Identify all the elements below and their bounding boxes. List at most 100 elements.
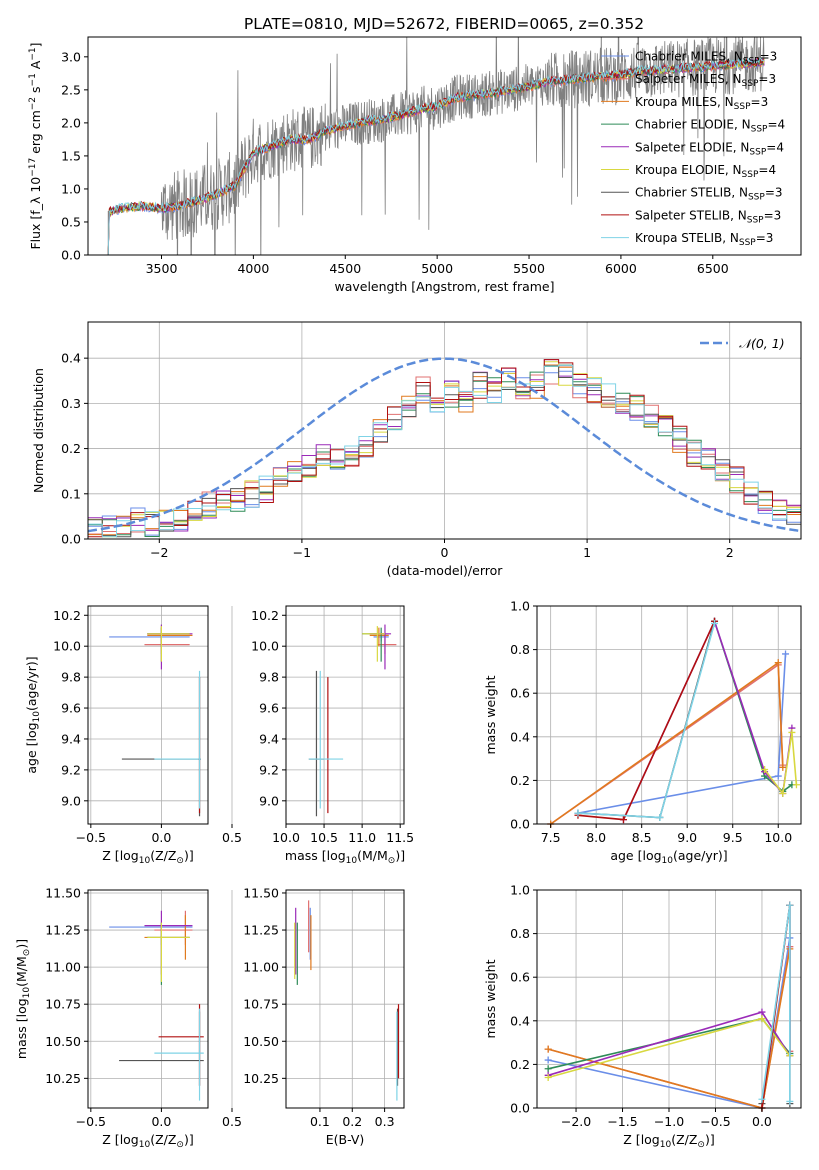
weight-vs-age-xtick-label: 8.5: [632, 830, 652, 845]
spectrum-legend-text-part: =3: [756, 231, 774, 245]
mass-vs-EBV-ytick-label: 10.25: [243, 1071, 279, 1086]
mass-vs-Z-ylabel: mass [log10(M/M⊙)]: [14, 939, 32, 1059]
mass-vs-Z-ytick-label: 10.25: [45, 1071, 81, 1086]
spectrum-ytick-label: 3.0: [61, 49, 81, 64]
weight-vs-age-xtick-label: 10.0: [764, 830, 792, 845]
mass-vs-Z-xlabel-part: 10: [139, 1140, 151, 1150]
residuals-legend: 𝒩(0, 1): [700, 336, 785, 351]
weight-vs-Z-labels: Z [log10(Z/Z⊙)] mass weight: [483, 959, 715, 1150]
weight-vs-age-ytick-label: 0.8: [510, 642, 530, 657]
age-vs-Z-ytick-label: 9.6: [61, 701, 81, 716]
weight-vs-Z-xlabel-part: ⊙: [697, 1140, 705, 1150]
spectrum-frame: 3500 4000 4500 5000 5500 6000 6500 0.0 0.5 1.0 1.5…: [61, 36, 802, 276]
weight-vs-age-plot: [547, 617, 800, 828]
weight-vs-age-series-line: [763, 732, 798, 796]
weight-vs-age-point-marker: [711, 619, 719, 627]
weight-vs-age-xlabel-part: 10: [662, 856, 674, 866]
age-vs-mass-xlabel: mass [log10(M/M⊙)]: [285, 848, 405, 866]
weight-vs-Z-xlabel-part: log: [641, 1132, 660, 1147]
weight-vs-age-ytick-label: 1.0: [510, 599, 530, 614]
mass-vs-EBV-plot: [294, 900, 400, 1101]
mass-vs-Z-plot: [109, 910, 204, 1101]
age-vs-Z-ytick-label: 9.8: [61, 670, 81, 685]
mass-vs-EBV-axes: [286, 890, 404, 1108]
weight-vs-Z-ytick-label: 1.0: [510, 883, 530, 898]
weight-vs-Z-xlabel-part: (Z/Z: [671, 1132, 697, 1147]
spectrum-ytick-label: 1.5: [61, 148, 81, 163]
spectrum-ylabel-part: ]: [28, 42, 43, 47]
age-vs-Z-xlabel: Z [log10(Z/Z⊙)]: [102, 848, 193, 866]
mass-vs-Z-xlabel-part: (Z/Z: [150, 1132, 176, 1147]
residuals-ytick-label: 0.3: [61, 396, 81, 411]
weight-vs-age-point-marker: [619, 816, 627, 824]
spectrum-legend-text-part: SSP: [747, 215, 764, 225]
mass-vs-Z-xlabel: Z [log10(Z/Z⊙)]: [102, 1132, 193, 1150]
spectrum-xtick-label: 6000: [605, 261, 637, 276]
spectrum-legend-text-part: =4: [758, 163, 776, 177]
weight-vs-age-xtick-label: 9.5: [723, 830, 743, 845]
spectrum-legend-text-part: SSP: [734, 102, 751, 112]
mass-vs-Z-labels: Z [log10(Z/Z⊙)] mass [log10(M/M⊙)]: [14, 939, 194, 1150]
mass-vs-EBV-ytick-label: 10.50: [243, 1034, 279, 1049]
spectrum-ylabel-part: A: [28, 60, 43, 73]
mass-vs-Z-xlabel-part: ⊙: [176, 1140, 184, 1150]
weight-vs-Z-point-marker: [786, 901, 794, 909]
spectrum-plot: [107, 37, 765, 255]
mass-vs-Z-ylabel-part: mass [: [14, 1017, 29, 1059]
mass-vs-EBV-xlabel-part: E(B-V): [326, 1132, 365, 1147]
age-vs-mass-labels: mass [log10(M/M⊙)]: [285, 848, 405, 866]
spectrum-legend-text: Chabrier ELODIE, NSSP=4: [635, 118, 785, 135]
spectrum-ylabel-part: erg cm: [28, 110, 43, 158]
residuals-xtick-label: 0: [441, 545, 449, 560]
weight-vs-Z-ytick-label: 0.2: [510, 1057, 530, 1072]
spectrum-xtick-label: 4000: [237, 261, 269, 276]
mass-vs-Z-xtick-label: 0.0: [151, 1114, 171, 1129]
weight-vs-age-xlabel: age [log10(age/yr)]: [610, 848, 727, 866]
weight-vs-Z-point-marker: [758, 1095, 766, 1103]
mass-vs-Z-xtick-label: 0.5: [222, 1114, 242, 1129]
weight-vs-age-point-marker: [761, 766, 769, 773]
spectrum-legend-text-part: SSP: [739, 238, 756, 248]
weight-vs-age-ytick-label: 0.6: [510, 686, 530, 701]
age-vs-Z-xlabel-part: ⊙: [176, 856, 184, 866]
residuals-xtick-label: −1: [293, 545, 311, 560]
weight-vs-Z-xtick-label: −1.0: [654, 1114, 684, 1129]
figure-title: PLATE=0810, MJD=52672, FIBERID=0065, z=0…: [244, 15, 644, 33]
mass-vs-Z-xlabel-part: )]: [184, 1132, 194, 1147]
spectrum-legend-text-part: =3: [751, 95, 769, 109]
age-vs-mass-xlabel-part: mass [: [285, 848, 327, 863]
spectrum-ytick-label: 1.0: [61, 181, 81, 196]
spectrum-xtick-label: 5500: [513, 261, 545, 276]
spectrum-legend-text-part: SSP: [742, 79, 759, 89]
age-vs-mass-xlabel-part: (M/M: [357, 848, 388, 863]
mass-vs-EBV-xlabel: E(B-V): [326, 1132, 365, 1147]
age-vs-mass-ytick-label: 9.8: [259, 670, 279, 685]
spectrum-legend-text-part: Kroupa ELODIE, N: [635, 163, 742, 177]
age-vs-mass-xtick-label: 11.0: [348, 830, 376, 845]
mass-vs-Z-ytick-label: 10.75: [45, 997, 81, 1012]
weight-vs-age-point-marker: [779, 763, 787, 771]
residuals-histogram: [88, 364, 801, 539]
weight-vs-age-point-marker: [574, 809, 582, 817]
spectrum-ylabel: Flux [f_λ 10−17 erg cm−2 s−1 A−1]: [28, 42, 43, 249]
spectrum-legend-text: Kroupa STELIB, NSSP=3: [635, 231, 773, 248]
spectrum-legend-text-part: =4: [767, 118, 785, 132]
spectrum-legend-text-part: Salpeter STELIB, N: [635, 208, 747, 222]
spectrum-legend-text: Salpeter STELIB, NSSP=3: [635, 208, 781, 225]
age-vs-Z-ytick-label: 9.0: [61, 793, 81, 808]
spectrum-legend-text: Salpeter ELODIE, NSSP=4: [635, 140, 784, 157]
mass-vs-Z-ytick-label: 11.25: [45, 923, 81, 938]
age-vs-Z-ylabel-part: age [: [24, 742, 39, 774]
spectrum-legend-text-part: SSP: [743, 57, 760, 67]
spectrum-ylabel-part: −1: [28, 73, 38, 86]
age-vs-Z-xtick-label: 0.0: [151, 830, 171, 845]
spectrum-legend-text: Chabrier STELIB, NSSP=3: [635, 186, 783, 203]
age-vs-mass-xtick-label: 10.0: [272, 830, 300, 845]
spectrum-ylabel-part: s: [28, 86, 43, 97]
age-vs-mass-ytick-label: 9.2: [259, 762, 279, 777]
age-vs-mass-frame: 10.0 10.5 11.0 11.5 9.0 9.2 9.4 9.6 9.8 10.0 10.2: [251, 605, 414, 845]
age-vs-mass-xlabel-part: log: [327, 848, 346, 863]
age-vs-mass-xtick-label: 10.5: [310, 830, 338, 845]
